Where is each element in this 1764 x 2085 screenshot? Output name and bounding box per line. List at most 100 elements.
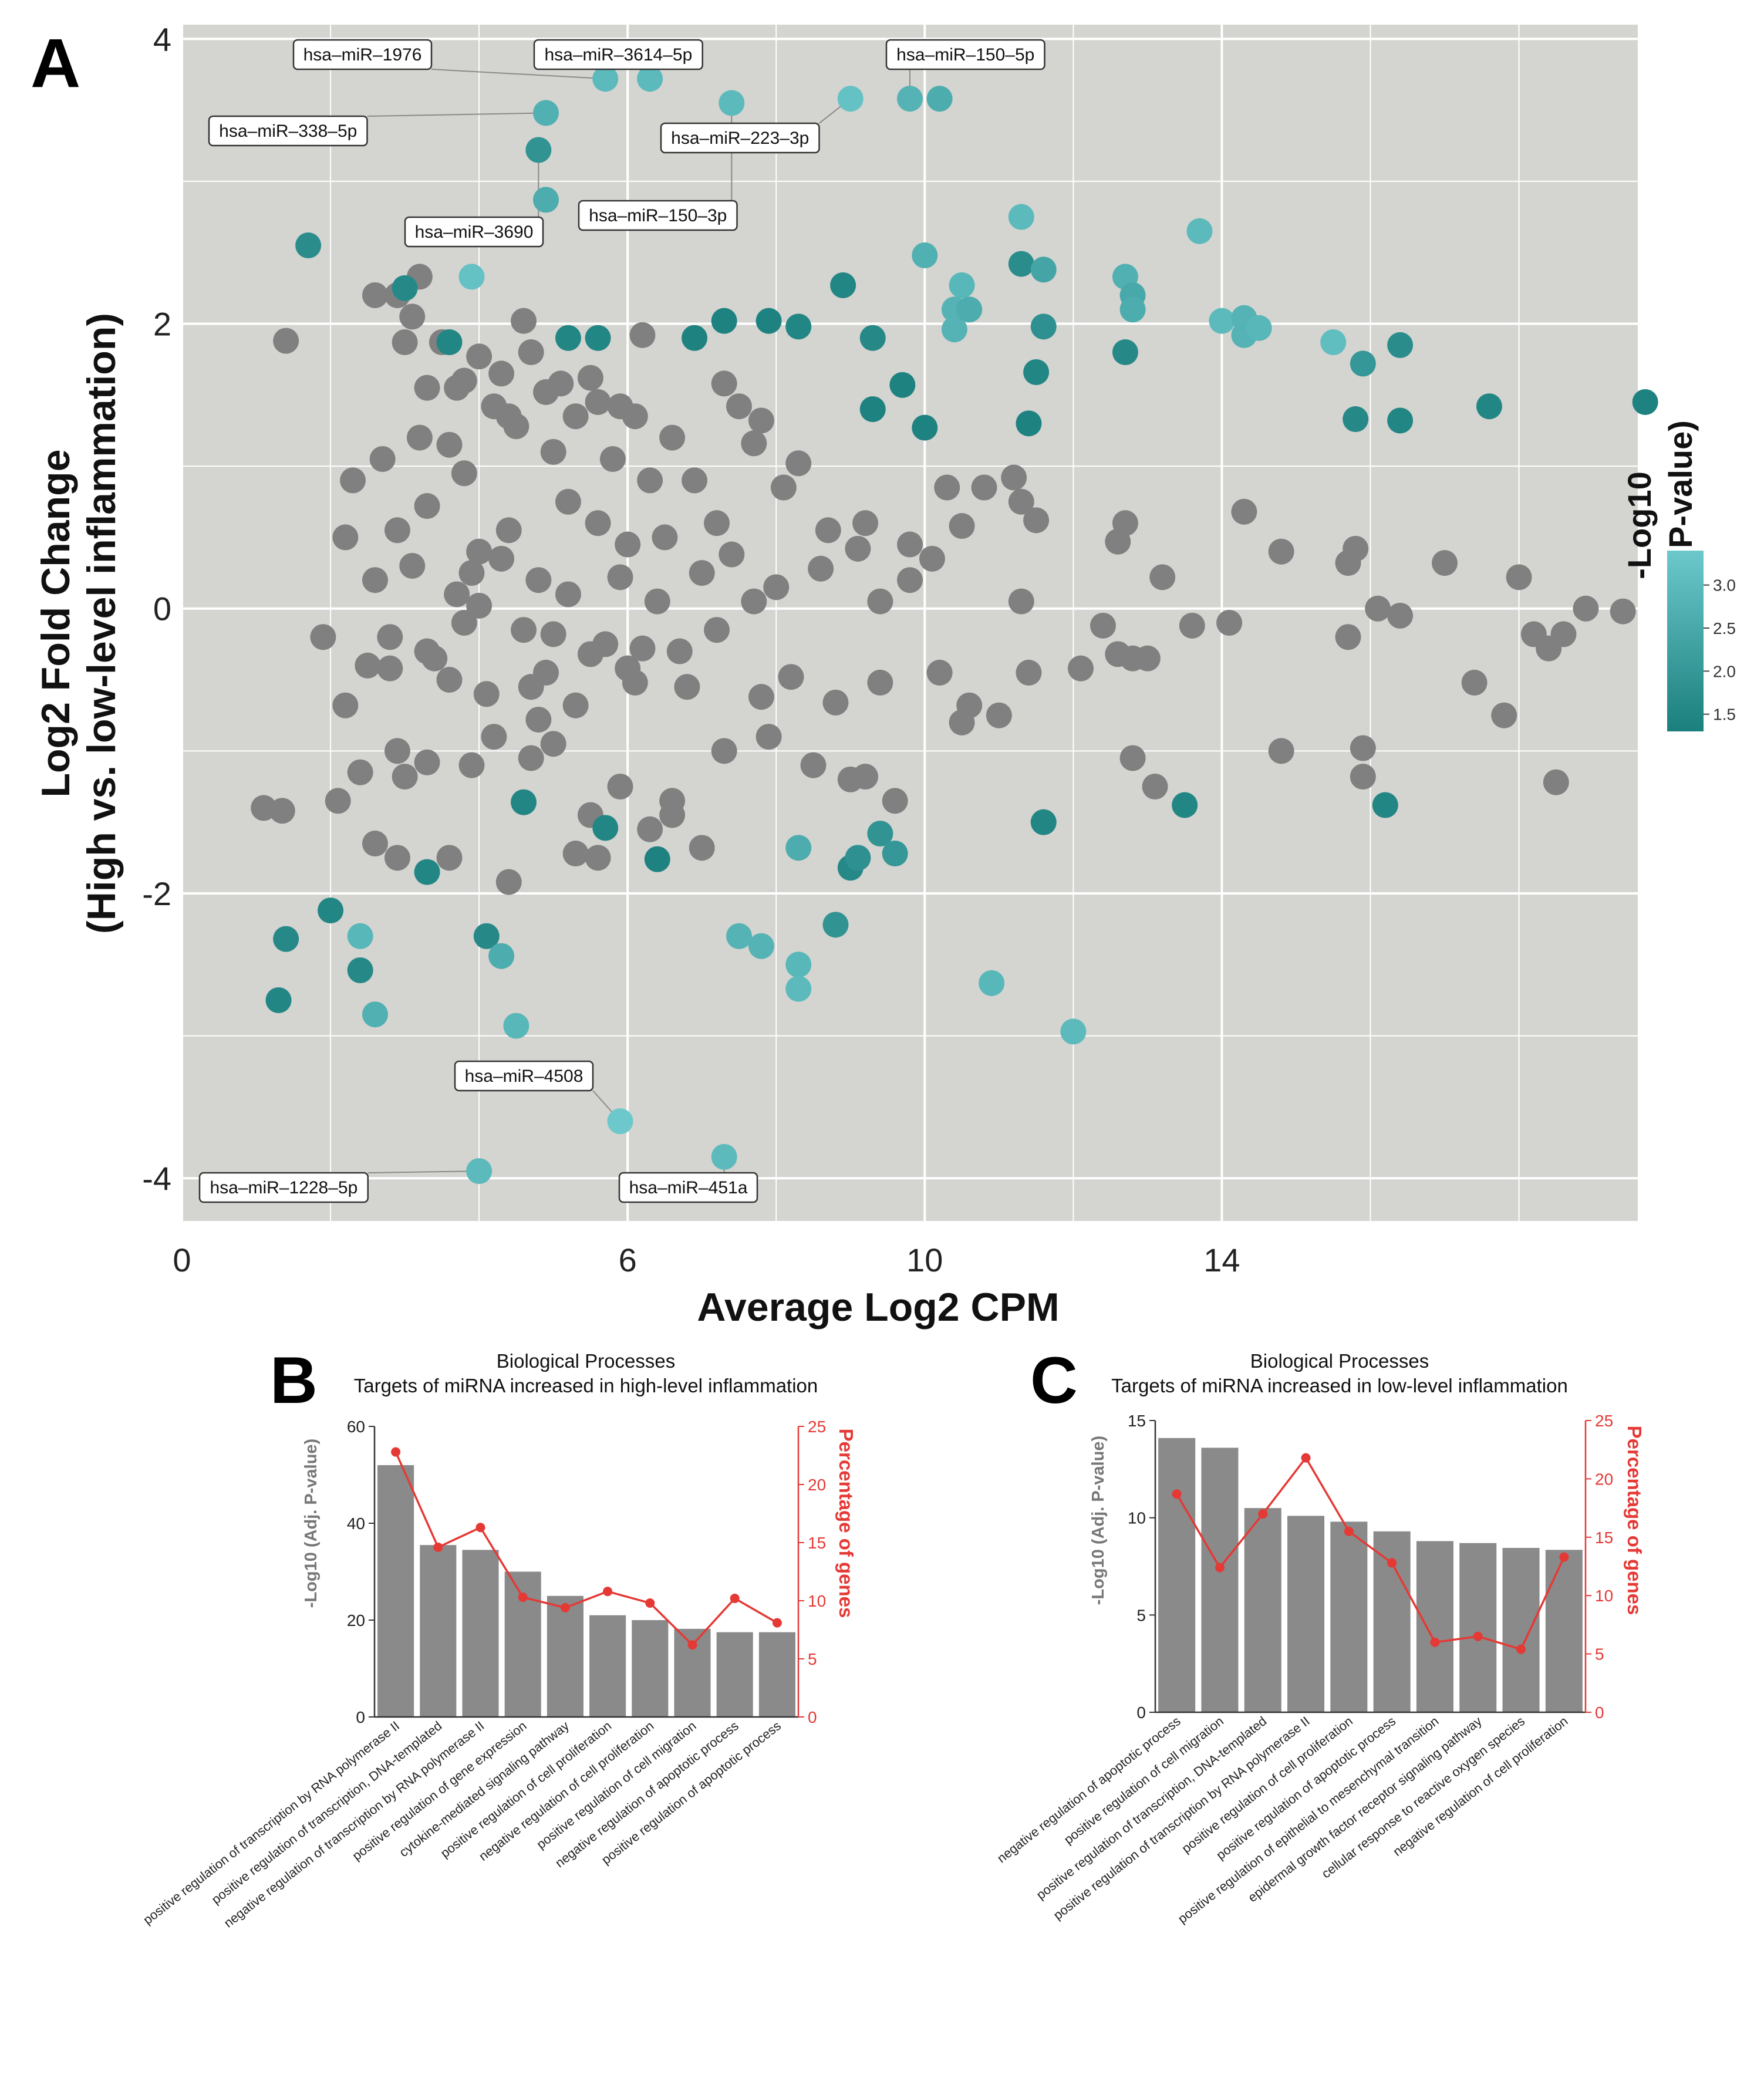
x-tick-labels: 0 6 10 14 (173, 1241, 1240, 1278)
significant-data-point (525, 137, 552, 163)
data-point (414, 749, 440, 775)
significant-data-point (592, 66, 619, 92)
data-point (674, 674, 700, 700)
percentage-point (560, 1602, 570, 1612)
significant-data-point (318, 898, 344, 924)
data-point (1134, 645, 1161, 672)
data-point (726, 393, 752, 420)
mirna-label: hsa–miR–150–3p (589, 206, 727, 225)
mirna-label: hsa–miR–338–5p (219, 122, 357, 141)
panel-c-title: Biological Processes (1250, 1350, 1429, 1372)
data-point (637, 467, 663, 494)
percentage-point (518, 1593, 528, 1602)
data-point (340, 467, 366, 494)
data-point (659, 802, 686, 828)
data-point (800, 752, 827, 778)
data-point (711, 370, 737, 397)
data-point (377, 655, 403, 681)
data-point (689, 835, 715, 861)
percentage-point (1516, 1644, 1526, 1654)
significant-data-point (1023, 359, 1050, 385)
significant-data-point (1209, 308, 1235, 334)
scatter-panel: hsa–miR–1976 hsa–miR–3614–5p hsa–miR–150–5… (33, 21, 1736, 1330)
significant-data-point (1476, 393, 1502, 420)
significant-data-point (682, 325, 708, 351)
significant-data-point (533, 187, 559, 213)
x-tick-label: 0 (173, 1241, 191, 1278)
data-point (451, 367, 477, 394)
data-point (1343, 535, 1369, 562)
data-point (682, 467, 708, 494)
data-point (1119, 745, 1146, 771)
data-point (644, 588, 670, 615)
significant-data-point (458, 264, 485, 290)
panel-label-b: B (270, 1344, 318, 1417)
data-point (481, 724, 507, 750)
data-point (882, 788, 908, 814)
percentage-point (603, 1587, 613, 1597)
data-point (1231, 498, 1257, 525)
right-tick-label: 10 (1595, 1587, 1613, 1605)
right-tick-label: 20 (1595, 1470, 1613, 1488)
significant-data-point (785, 952, 812, 978)
significant-data-point (503, 1013, 529, 1039)
data-point (525, 567, 552, 593)
percentage-point (1301, 1453, 1311, 1463)
significant-points (265, 66, 1658, 1185)
significant-data-point (1246, 315, 1272, 341)
data-point (421, 645, 448, 672)
data-point (488, 360, 515, 387)
mirna-labels: hsa–miR–1976 hsa–miR–3614–5p hsa–miR–150–5… (198, 39, 1045, 1203)
y-tick-label: 4 (153, 21, 171, 58)
data-point (518, 745, 544, 771)
data-point (615, 655, 641, 681)
significant-data-point (347, 957, 373, 983)
significant-data-point (837, 86, 864, 112)
data-point (384, 738, 410, 764)
y-tick-labels: 4 2 0 -2 -4 (142, 21, 171, 1197)
x-tick-label: 14 (1203, 1241, 1240, 1278)
data-point (414, 493, 440, 519)
significant-data-point (1119, 296, 1146, 323)
data-point (822, 689, 849, 716)
significant-data-point (785, 835, 812, 861)
data-point (949, 513, 975, 539)
significant-data-point (347, 923, 373, 949)
data-point (666, 638, 693, 664)
percentage-point (1473, 1631, 1483, 1641)
data-point (414, 375, 440, 401)
data-point (1365, 595, 1391, 622)
data-point (540, 731, 566, 757)
significant-data-point (889, 372, 916, 398)
significant-data-point (926, 86, 953, 112)
nonsignificant-points (251, 264, 1636, 895)
data-point (540, 621, 566, 647)
data-point (466, 538, 493, 565)
data-point (451, 460, 477, 487)
data-point (852, 510, 879, 537)
mirna-label: hsa–miR–1228–5p (210, 1178, 357, 1197)
significant-data-point (941, 316, 967, 343)
label-box (885, 39, 1045, 70)
data-point (1461, 669, 1488, 696)
significant-data-point (912, 414, 938, 441)
significant-data-point (473, 923, 500, 949)
data-point (934, 474, 960, 501)
data-point (362, 282, 388, 308)
data-point (540, 438, 566, 465)
percentage-point (1215, 1563, 1225, 1573)
data-point (555, 488, 581, 515)
data-point (585, 510, 611, 537)
significant-data-point (1343, 406, 1369, 433)
data-point (704, 510, 730, 537)
bar (1330, 1521, 1368, 1712)
label-box (454, 1060, 594, 1092)
data-point (719, 541, 745, 568)
label-leader-line (367, 112, 547, 117)
legend-tick-labels: 3.0 2.5 2.0 1.5 (1704, 576, 1736, 724)
color-legend: -Log10 (Adj. P-value) 3.02.52.01.5 (1621, 420, 1736, 731)
significant-data-point (755, 308, 782, 334)
significant-data-point (1372, 792, 1398, 818)
data-point (629, 322, 656, 348)
data-point (785, 450, 812, 477)
